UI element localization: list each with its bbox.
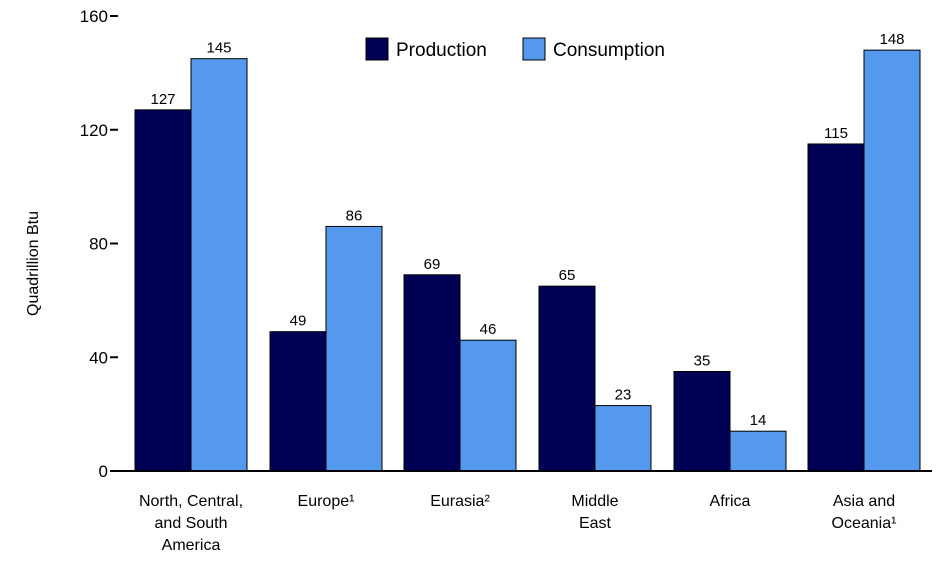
x-tick-label: Europe¹	[298, 493, 355, 510]
bar-production	[807, 143, 865, 472]
bar-consumption	[190, 58, 248, 472]
data-label: 23	[615, 387, 632, 404]
y-tick-label: 120	[80, 121, 108, 140]
legend-label: Consumption	[553, 40, 665, 61]
bar-consumption	[594, 405, 652, 472]
y-tick-label: 80	[89, 235, 108, 254]
y-tick-label: 160	[80, 7, 108, 26]
x-tick-label: Eurasia²	[430, 493, 490, 510]
x-tick-label: Middle	[571, 493, 618, 510]
x-tick-label: Asia and	[833, 493, 895, 510]
bar-production	[134, 109, 192, 472]
bar-production	[403, 274, 461, 472]
legend-label: Production	[396, 40, 487, 61]
data-label: 35	[694, 352, 711, 369]
legend-swatch-consumption	[522, 37, 546, 61]
y-tick-label: 0	[99, 462, 108, 481]
y-axis-title: Quadrillion Btu	[25, 211, 42, 316]
data-label: 46	[480, 321, 497, 338]
data-label: 69	[424, 256, 441, 273]
x-tick-label: and South	[155, 515, 228, 532]
data-label: 148	[879, 31, 904, 48]
data-label: 127	[150, 91, 175, 108]
bar-consumption	[325, 225, 383, 472]
data-label: 49	[290, 313, 307, 330]
data-label: 65	[559, 267, 576, 284]
x-tick-label: North, Central,	[139, 493, 243, 510]
data-label: 14	[750, 412, 767, 429]
x-tick-label: East	[579, 515, 612, 532]
bar-consumption	[863, 49, 921, 472]
bar-production	[269, 331, 327, 472]
bar-production	[673, 370, 731, 472]
x-tick-label: Africa	[710, 493, 751, 510]
x-tick-label: America	[162, 537, 221, 554]
bar-production	[538, 285, 596, 472]
x-tick-label: Oceania¹	[832, 515, 897, 532]
bar-consumption	[729, 430, 787, 472]
data-label: 86	[346, 207, 363, 224]
legend-swatch-production	[365, 37, 389, 61]
data-label: 115	[824, 125, 848, 142]
y-tick-label: 40	[89, 348, 108, 367]
data-label: 145	[206, 40, 231, 57]
bar-consumption	[459, 339, 517, 472]
